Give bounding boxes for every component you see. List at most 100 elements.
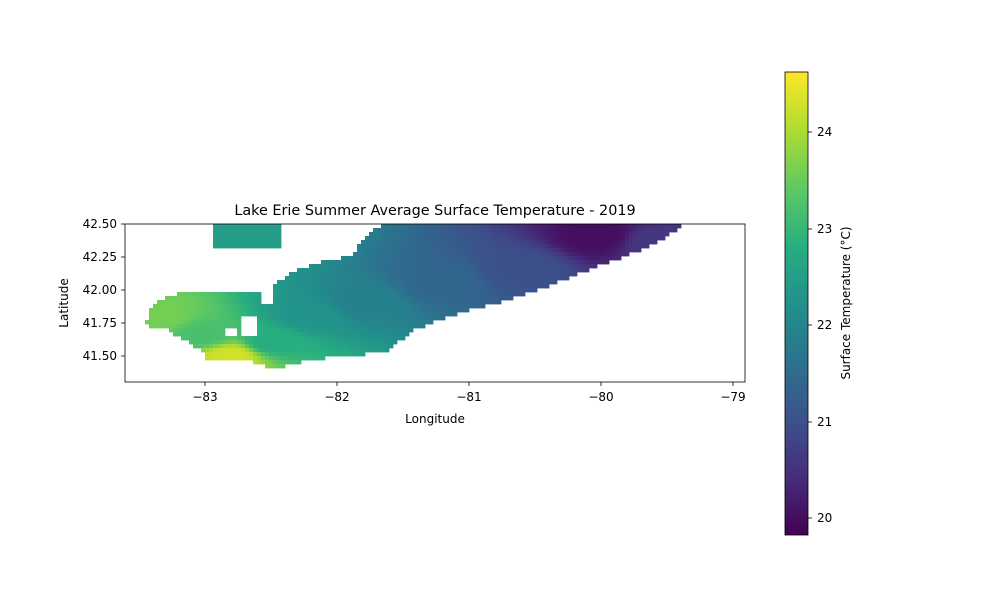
heatmap-cell <box>337 324 342 329</box>
heatmap-cell <box>621 248 626 253</box>
heatmap-cell <box>413 296 418 301</box>
heatmap-cell <box>357 336 362 341</box>
heatmap-cell <box>501 252 506 257</box>
heatmap-cell <box>301 356 306 361</box>
heatmap-cell <box>325 292 330 297</box>
heatmap-cell <box>301 312 306 317</box>
heatmap-cell <box>305 344 310 349</box>
heatmap-cell <box>233 300 238 305</box>
heatmap-cell <box>417 316 422 321</box>
heatmap-cell <box>369 344 374 349</box>
heatmap-cell <box>301 344 306 349</box>
heatmap-cell <box>493 292 498 297</box>
heatmap-cell <box>617 224 622 229</box>
heatmap-cell <box>321 352 326 357</box>
heatmap-cell <box>393 284 398 289</box>
heatmap-cell <box>461 276 466 281</box>
x-axis-label: Longitude <box>405 412 465 426</box>
heatmap-cell <box>369 244 374 249</box>
heatmap-cell <box>249 224 254 229</box>
heatmap-cell <box>437 224 442 229</box>
heatmap-cell <box>321 324 326 329</box>
heatmap-cell <box>361 304 366 309</box>
heatmap-cell <box>597 256 602 261</box>
heatmap-cell <box>241 244 246 249</box>
heatmap-cell <box>281 332 286 337</box>
heatmap-cell <box>285 320 290 325</box>
heatmap-cell <box>377 244 382 249</box>
heatmap-cell <box>261 304 266 309</box>
heatmap-cell <box>389 336 394 341</box>
heatmap-cell <box>437 280 442 285</box>
heatmap-cell <box>521 292 526 297</box>
heatmap-cell <box>185 304 190 309</box>
heatmap-cell <box>501 296 506 301</box>
heatmap-cell <box>353 348 358 353</box>
heatmap-cell <box>505 240 510 245</box>
heatmap-cell <box>589 260 594 265</box>
heatmap-cell <box>513 248 518 253</box>
heatmap-cell <box>573 232 578 237</box>
heatmap-cell <box>345 304 350 309</box>
heatmap-cell <box>253 336 258 341</box>
heatmap-cell <box>149 320 154 325</box>
heatmap-cell <box>325 272 330 277</box>
heatmap-cell <box>493 240 498 245</box>
heatmap-cell <box>233 312 238 317</box>
heatmap-cell <box>657 232 662 237</box>
heatmap-cell <box>353 292 358 297</box>
heatmap-cell <box>365 272 370 277</box>
heatmap-cell <box>453 296 458 301</box>
heatmap-cell <box>153 312 158 317</box>
heatmap-cell <box>441 292 446 297</box>
heatmap-cell <box>525 240 530 245</box>
heatmap-cell <box>297 348 302 353</box>
heatmap-cell <box>649 240 654 245</box>
heatmap-cell <box>209 348 214 353</box>
heatmap-cell <box>573 252 578 257</box>
heatmap-cell <box>509 232 514 237</box>
heatmap-cell <box>265 304 270 309</box>
heatmap-cell <box>209 312 214 317</box>
heatmap-cell <box>213 232 218 237</box>
heatmap-cell <box>593 224 598 229</box>
heatmap-cell <box>373 264 378 269</box>
heatmap-cell <box>373 232 378 237</box>
heatmap-cell <box>453 268 458 273</box>
heatmap-cell <box>277 228 282 233</box>
heatmap-cell <box>393 264 398 269</box>
heatmap-cell <box>321 348 326 353</box>
heatmap-cell <box>257 292 262 297</box>
heatmap-cell <box>285 300 290 305</box>
heatmap-cell <box>485 232 490 237</box>
heatmap-cell <box>341 264 346 269</box>
heatmap-cell <box>429 320 434 325</box>
heatmap-cell <box>409 280 414 285</box>
heatmap-cell <box>225 292 230 297</box>
heatmap-cell <box>353 352 358 357</box>
heatmap-cell <box>397 248 402 253</box>
heatmap-cell <box>657 224 662 229</box>
heatmap-cell <box>497 264 502 269</box>
heatmap-cell <box>273 308 278 313</box>
heatmap-cell <box>409 268 414 273</box>
heatmap-cell <box>373 348 378 353</box>
heatmap-cell <box>161 304 166 309</box>
heatmap-cell <box>389 260 394 265</box>
heatmap-cell <box>397 320 402 325</box>
heatmap-cell <box>345 308 350 313</box>
heatmap-cell <box>325 340 330 345</box>
heatmap-cell <box>337 276 342 281</box>
heatmap-cell <box>357 268 362 273</box>
heatmap-cell <box>281 308 286 313</box>
heatmap-cell <box>425 284 430 289</box>
heatmap-cell <box>393 268 398 273</box>
heatmap-cell <box>337 260 342 265</box>
heatmap-cell <box>669 224 674 229</box>
heatmap-cell <box>197 336 202 341</box>
heatmap-cell <box>333 280 338 285</box>
heatmap-cell <box>309 280 314 285</box>
heatmap-cell <box>381 264 386 269</box>
heatmap-cell <box>321 280 326 285</box>
heatmap-cell <box>237 340 242 345</box>
